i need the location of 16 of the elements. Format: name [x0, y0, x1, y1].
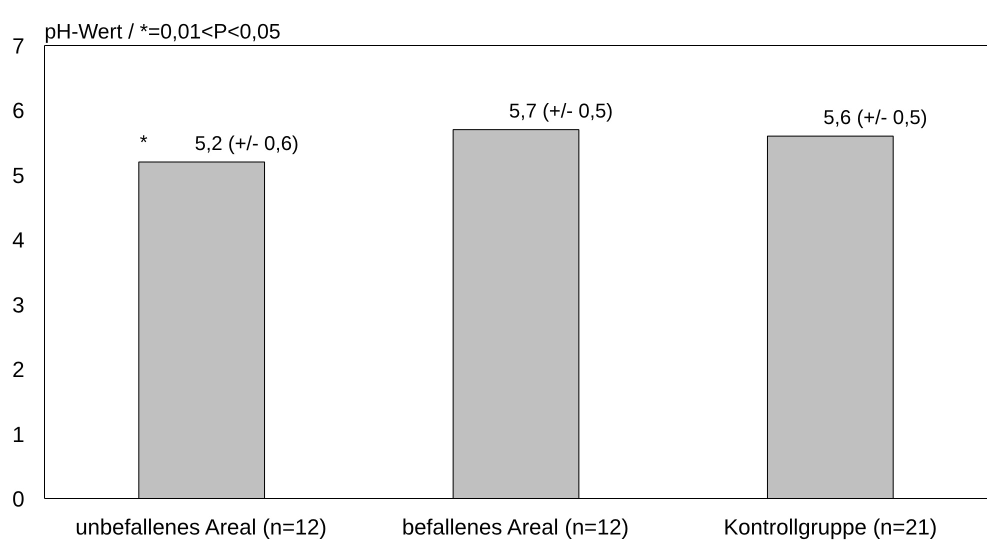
- y-tick-label: 3: [12, 292, 25, 318]
- y-tick-label: 0: [12, 486, 25, 512]
- data-label: 5,6 (+/- 0,5): [823, 107, 928, 130]
- x-tick-label: unbefallenes Areal (n=12): [75, 514, 327, 540]
- annotation: *: [140, 132, 148, 154]
- x-tick-label: Kontrollgruppe (n=21): [724, 514, 938, 540]
- x-tick-label: befallenes Areal (n=12): [402, 514, 629, 540]
- data-label: 5,2 (+/- 0,6): [194, 132, 299, 155]
- y-tick-label: 5: [12, 162, 25, 188]
- y-tick-label: 7: [12, 34, 25, 58]
- y-axis-title: pH-Wert / *=0,01<P<0,05: [44, 20, 281, 44]
- y-tick-label: 1: [12, 422, 25, 447]
- data-label: 5,7 (+/- 0,5): [509, 100, 613, 123]
- y-tick-label: 4: [12, 228, 25, 253]
- y-tick-label: 6: [12, 98, 25, 124]
- y-tick-label: 2: [12, 357, 25, 382]
